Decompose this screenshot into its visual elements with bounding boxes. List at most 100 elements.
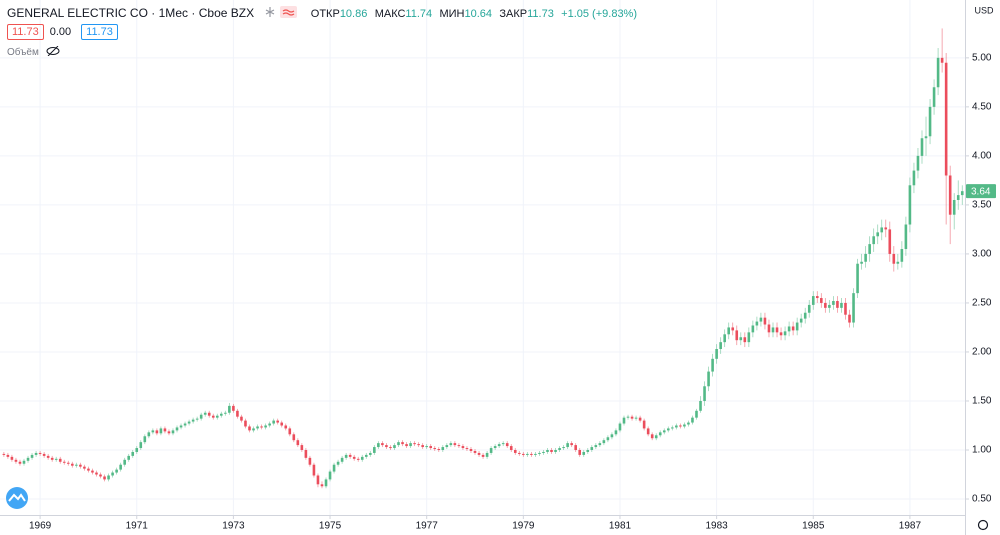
candle-body (908, 185, 912, 225)
candle-body (807, 304, 811, 313)
eye[interactable] (46, 47, 60, 55)
candle-body (445, 445, 449, 448)
y-tick-label: 0.50 (972, 494, 992, 505)
candle-body (224, 412, 227, 414)
bid[interactable]: 11.73 (7, 24, 44, 40)
candle-body (373, 447, 376, 453)
candle-body (666, 428, 670, 431)
candle-body (703, 386, 706, 401)
candle-body (421, 445, 424, 448)
settings-gear[interactable] (977, 519, 989, 531)
candle-body (872, 236, 875, 245)
candle-body (356, 458, 360, 460)
candle-body (143, 436, 147, 443)
quote-boxes: 11.73 0.00 11.73 (7, 24, 124, 40)
candle-body (932, 87, 936, 107)
candle-body (240, 416, 243, 421)
eye-slash[interactable] (47, 45, 59, 57)
candle-body (880, 227, 884, 233)
candle-body (465, 448, 469, 450)
candle-body (34, 452, 38, 455)
settings-icon[interactable] (977, 519, 989, 531)
candle-body (131, 451, 135, 456)
candle-body (896, 261, 900, 264)
ask[interactable]: 11.73 (81, 24, 118, 40)
candle-body (900, 249, 904, 262)
candle-body (530, 453, 533, 455)
candle-body (634, 417, 638, 419)
icon-approx[interactable] (283, 9, 295, 16)
candle-body (864, 253, 867, 262)
candle-body (280, 422, 284, 426)
candle-body (429, 446, 433, 449)
candle-body (344, 454, 348, 458)
candle-body (228, 405, 231, 413)
y-tick-label: 5.00 (972, 52, 992, 63)
candle-body (159, 428, 163, 434)
candle-body (119, 464, 122, 470)
candle-body (731, 327, 735, 331)
candle-body (473, 450, 477, 453)
candle-body (622, 417, 626, 424)
candle-body (912, 170, 916, 186)
candle-body (187, 421, 191, 424)
candle-body (606, 437, 610, 441)
candle-body (763, 317, 767, 325)
candle-body (936, 57, 940, 88)
candle-body (578, 450, 582, 455)
candle-body (453, 443, 457, 446)
close-value: 11.73 (527, 8, 554, 20)
candle-body (787, 326, 791, 332)
candle-body (695, 410, 698, 418)
candle-body (236, 410, 239, 417)
y-tick-label: 3.50 (972, 200, 992, 211)
candle-body (171, 430, 175, 434)
candle-body (747, 332, 751, 343)
candle-body (260, 426, 263, 428)
candle-body (437, 449, 441, 451)
candle-body (534, 453, 537, 455)
candle-body (650, 434, 654, 439)
y-tick-label: 1.50 (972, 396, 992, 407)
candle-body (671, 427, 674, 429)
candle-body (364, 454, 368, 457)
candle-body (377, 443, 380, 448)
candle-body (755, 321, 759, 326)
candle-body (924, 136, 928, 139)
candle-body (759, 317, 763, 322)
candle-body (50, 457, 54, 460)
legend-icons[interactable] (265, 6, 299, 18)
candle-body (397, 442, 400, 446)
candle-body (642, 420, 646, 429)
x-tick-label: 1969 (29, 521, 52, 532)
candle-body (598, 443, 602, 446)
candle-body (312, 464, 316, 476)
y-tick-label: 1.00 (972, 445, 992, 456)
candle-body (107, 475, 110, 480)
candle-body (582, 451, 586, 455)
candle-body (381, 443, 384, 446)
candle-body (320, 484, 324, 487)
candle-body (956, 195, 960, 200)
icon-box[interactable] (280, 6, 298, 18)
candle-body (207, 412, 211, 416)
candle-body (735, 330, 739, 341)
volume-label: Объём (7, 47, 39, 58)
low-value: 10.64 (464, 8, 493, 20)
icon-asterisk[interactable] (266, 7, 275, 17)
y-tick-label: 4.50 (972, 102, 992, 113)
candle-body (71, 463, 74, 466)
candle-body (296, 440, 300, 446)
high-label: МАКС (374, 8, 406, 20)
candle-body (215, 415, 219, 418)
candle-body (590, 447, 594, 450)
candle-body (6, 454, 10, 457)
candle-body (546, 450, 549, 452)
candle-body (493, 446, 497, 449)
candle-body (300, 445, 304, 450)
candle-body (393, 445, 396, 449)
change: +1.05 (+9.83%) (561, 8, 638, 20)
hide-icon[interactable] (46, 45, 60, 57)
candle-body (526, 453, 529, 455)
candle-body (95, 472, 98, 475)
